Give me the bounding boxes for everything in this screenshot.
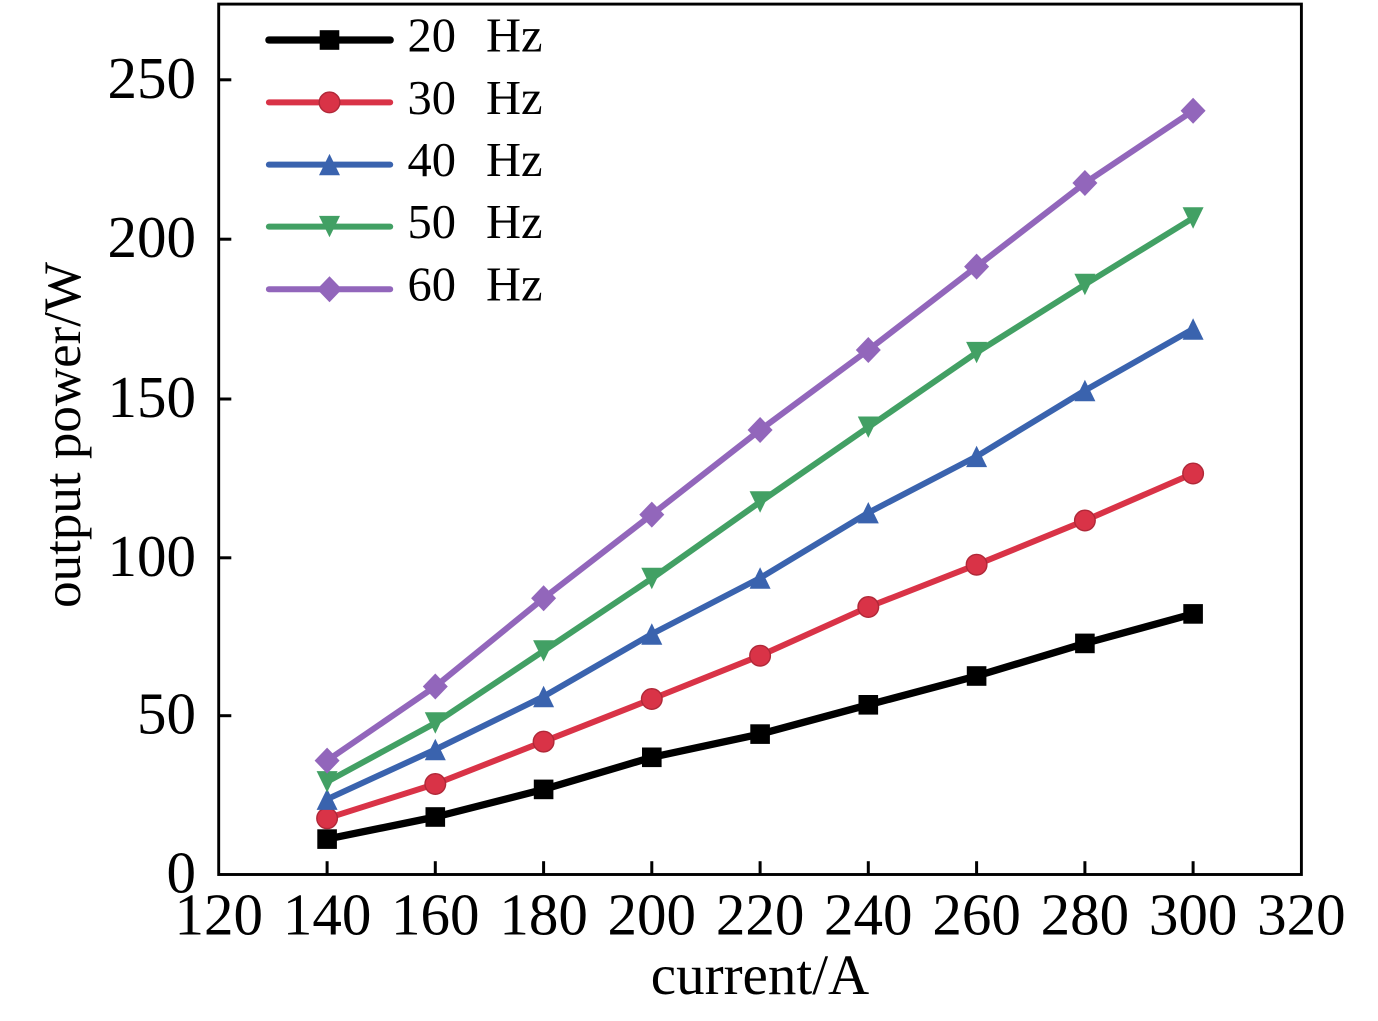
svg-text:40: 40 <box>408 134 457 187</box>
svg-text:60: 60 <box>408 259 457 312</box>
svg-text:200: 200 <box>108 204 197 270</box>
svg-text:280: 280 <box>1041 882 1130 948</box>
svg-text:260: 260 <box>932 882 1021 948</box>
svg-text:Hz: Hz <box>486 196 543 249</box>
svg-text:250: 250 <box>108 45 197 111</box>
svg-text:150: 150 <box>108 364 197 430</box>
svg-text:320: 320 <box>1257 882 1346 948</box>
svg-text:Hz: Hz <box>486 10 543 63</box>
svg-text:160: 160 <box>391 882 480 948</box>
svg-text:20: 20 <box>408 10 457 63</box>
svg-text:30: 30 <box>408 72 457 125</box>
svg-text:300: 300 <box>1149 882 1238 948</box>
svg-text:140: 140 <box>283 882 372 948</box>
svg-text:50: 50 <box>137 681 196 747</box>
svg-text:180: 180 <box>499 882 588 948</box>
svg-text:240: 240 <box>824 882 913 948</box>
svg-text:200: 200 <box>608 882 697 948</box>
svg-text:current/A: current/A <box>651 944 869 1007</box>
svg-text:50: 50 <box>408 196 457 249</box>
svg-text:120: 120 <box>174 882 263 948</box>
svg-text:output power/W: output power/W <box>34 262 92 608</box>
svg-text:Hz: Hz <box>486 72 543 125</box>
svg-text:0: 0 <box>167 840 197 906</box>
svg-text:100: 100 <box>108 523 197 589</box>
svg-text:Hz: Hz <box>486 134 543 187</box>
svg-text:220: 220 <box>716 882 805 948</box>
svg-text:Hz: Hz <box>486 259 543 312</box>
